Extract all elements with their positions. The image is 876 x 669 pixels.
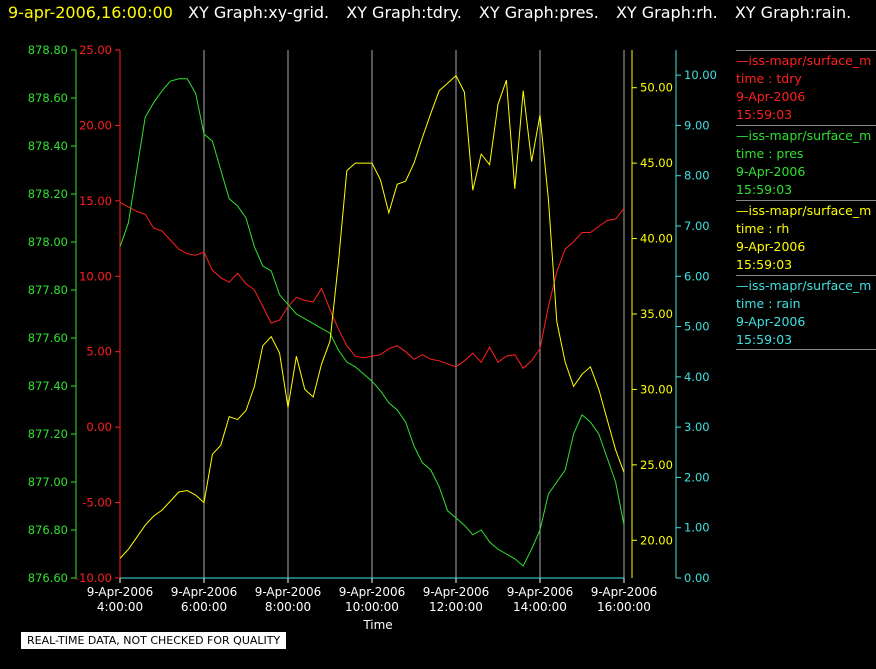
rain-tick-label: 8.00 [684,169,710,183]
series-line-rh [119,74,625,559]
rain-tick-label: 10.00 [684,68,717,82]
x-tick-label-date: 9-Apr-2006 [171,585,238,599]
legend-date: 9-Apr-2006 [736,89,806,104]
x-tick-label-time: 6:00:00 [181,600,227,614]
legend-field: time : tdry [736,71,802,86]
tdry-tick-label: 10.00 [79,269,112,283]
graph-name-xy-grid: XY Graph:xy-grid. [188,3,330,22]
x-tick-label-date: 9-Apr-2006 [423,585,490,599]
pres-tick-label: 877.20 [28,427,68,441]
timestamp-title: 9-apr-2006,16:00:00 [8,3,173,22]
rh-tick-label: 20.00 [640,533,673,547]
rain-tick-label: 5.00 [684,320,710,334]
graph-name-rh: XY Graph:rh. [615,3,718,22]
legend-field: time : pres [736,146,804,161]
legend-field: time : rain [736,296,801,311]
x-tick-label-time: 14:00:00 [513,600,567,614]
pres-tick-label: 876.60 [28,571,68,585]
pres-tick-label: 878.60 [28,91,68,105]
x-tick-label-date: 9-Apr-2006 [339,585,406,599]
rain-tick-label: 2.00 [684,470,710,484]
legend-series-name: —iss-mapr/surface_m [736,278,872,293]
tdry-tick-label: 25.00 [79,43,112,57]
tdry-tick-label: 0.00 [86,420,112,434]
legend: —iss-mapr/surface_m time : tdry 9-Apr-20… [736,50,876,351]
legend-entry-rh: —iss-mapr/surface_m time : rh 9-Apr-2006… [736,200,876,274]
rain-tick-label: 0.00 [684,571,710,585]
legend-entry-pres: —iss-mapr/surface_m time : pres 9-Apr-20… [736,125,876,199]
series-line-pres [119,78,625,567]
pres-tick-label: 878.00 [28,235,68,249]
rain-tick-label: 4.00 [684,370,710,384]
legend-series-name: —iss-mapr/surface_m [736,128,872,143]
x-axis-title: Time [362,618,392,632]
graph-title-bar: 9-apr-2006,16:00:00 XY Graph:xy-grid. XY… [8,3,863,25]
x-tick-label-time: 8:00:00 [265,600,311,614]
pres-tick-label: 877.60 [28,331,68,345]
rain-tick-label: 3.00 [684,420,710,434]
legend-entry-tdry: —iss-mapr/surface_m time : tdry 9-Apr-20… [736,50,876,124]
series-line-tdry [119,201,625,370]
pres-tick-label: 876.80 [28,523,68,537]
graph-name-rain: XY Graph:rain. [734,3,852,22]
legend-date: 9-Apr-2006 [736,164,806,179]
legend-time: 15:59:03 [736,182,793,197]
rain-tick-label: 1.00 [684,521,710,535]
pres-tick-label: 877.00 [28,475,68,489]
x-tick-label-time: 10:00:00 [345,600,399,614]
tdry-tick-label: 15.00 [79,194,112,208]
tdry-tick-label: -5.00 [82,496,112,510]
legend-time: 15:59:03 [736,257,793,272]
legend-time: 15:59:03 [736,331,876,350]
pres-tick-label: 878.40 [28,139,68,153]
rh-tick-label: 40.00 [640,232,673,246]
x-tick-label-time: 4:00:00 [97,600,143,614]
rain-tick-label: 6.00 [684,269,710,283]
rh-tick-label: 30.00 [640,382,673,396]
legend-series-name: —iss-mapr/surface_m [736,53,872,68]
rh-tick-label: 25.00 [640,458,673,472]
pres-tick-label: 877.40 [28,379,68,393]
legend-date: 9-Apr-2006 [736,239,806,254]
pres-tick-label: 878.80 [28,43,68,57]
graph-name-pres: XY Graph:pres. [478,3,599,22]
rain-tick-label: 7.00 [684,219,710,233]
legend-date: 9-Apr-2006 [736,314,806,329]
x-tick-label-date: 9-Apr-2006 [591,585,658,599]
legend-entry-rain: —iss-mapr/surface_m time : rain 9-Apr-20… [736,275,876,350]
graph-name-tdry: XY Graph:tdry. [346,3,462,22]
legend-series-name: —iss-mapr/surface_m [736,203,872,218]
x-tick-label-time: 16:00:00 [597,600,651,614]
x-tick-label-date: 9-Apr-2006 [507,585,574,599]
tdry-tick-label: 20.00 [79,118,112,132]
rh-tick-label: 50.00 [640,81,673,95]
pres-tick-label: 877.80 [28,283,68,297]
rain-tick-label: 9.00 [684,118,710,132]
tdry-tick-label: 5.00 [86,345,112,359]
legend-time: 15:59:03 [736,107,793,122]
x-tick-label-date: 9-Apr-2006 [255,585,322,599]
tdry-tick-label: -10.00 [75,571,112,585]
rh-tick-label: 35.00 [640,307,673,321]
legend-field: time : rh [736,221,790,236]
x-tick-label-time: 12:00:00 [429,600,483,614]
x-tick-label-date: 9-Apr-2006 [87,585,154,599]
quality-warning-label: REAL-TIME DATA, NOT CHECKED FOR QUALITY [20,631,288,650]
rh-tick-label: 45.00 [640,156,673,170]
pres-tick-label: 878.20 [28,187,68,201]
